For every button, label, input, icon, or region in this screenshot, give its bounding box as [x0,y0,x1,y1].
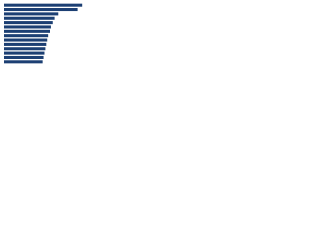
bar [4,16,55,20]
bar [4,42,47,46]
bar [4,25,51,29]
page: (() => { const data = JSON.parse(documen… [0,0,320,71]
bar [4,3,83,7]
bar [4,47,46,51]
bar [4,51,45,55]
bar [4,29,50,33]
bar [4,60,43,64]
bar [4,55,44,59]
bar [4,38,48,42]
bar [4,8,78,12]
chart [4,3,83,64]
bar [4,21,53,25]
bar [4,12,59,16]
bar [4,34,49,38]
